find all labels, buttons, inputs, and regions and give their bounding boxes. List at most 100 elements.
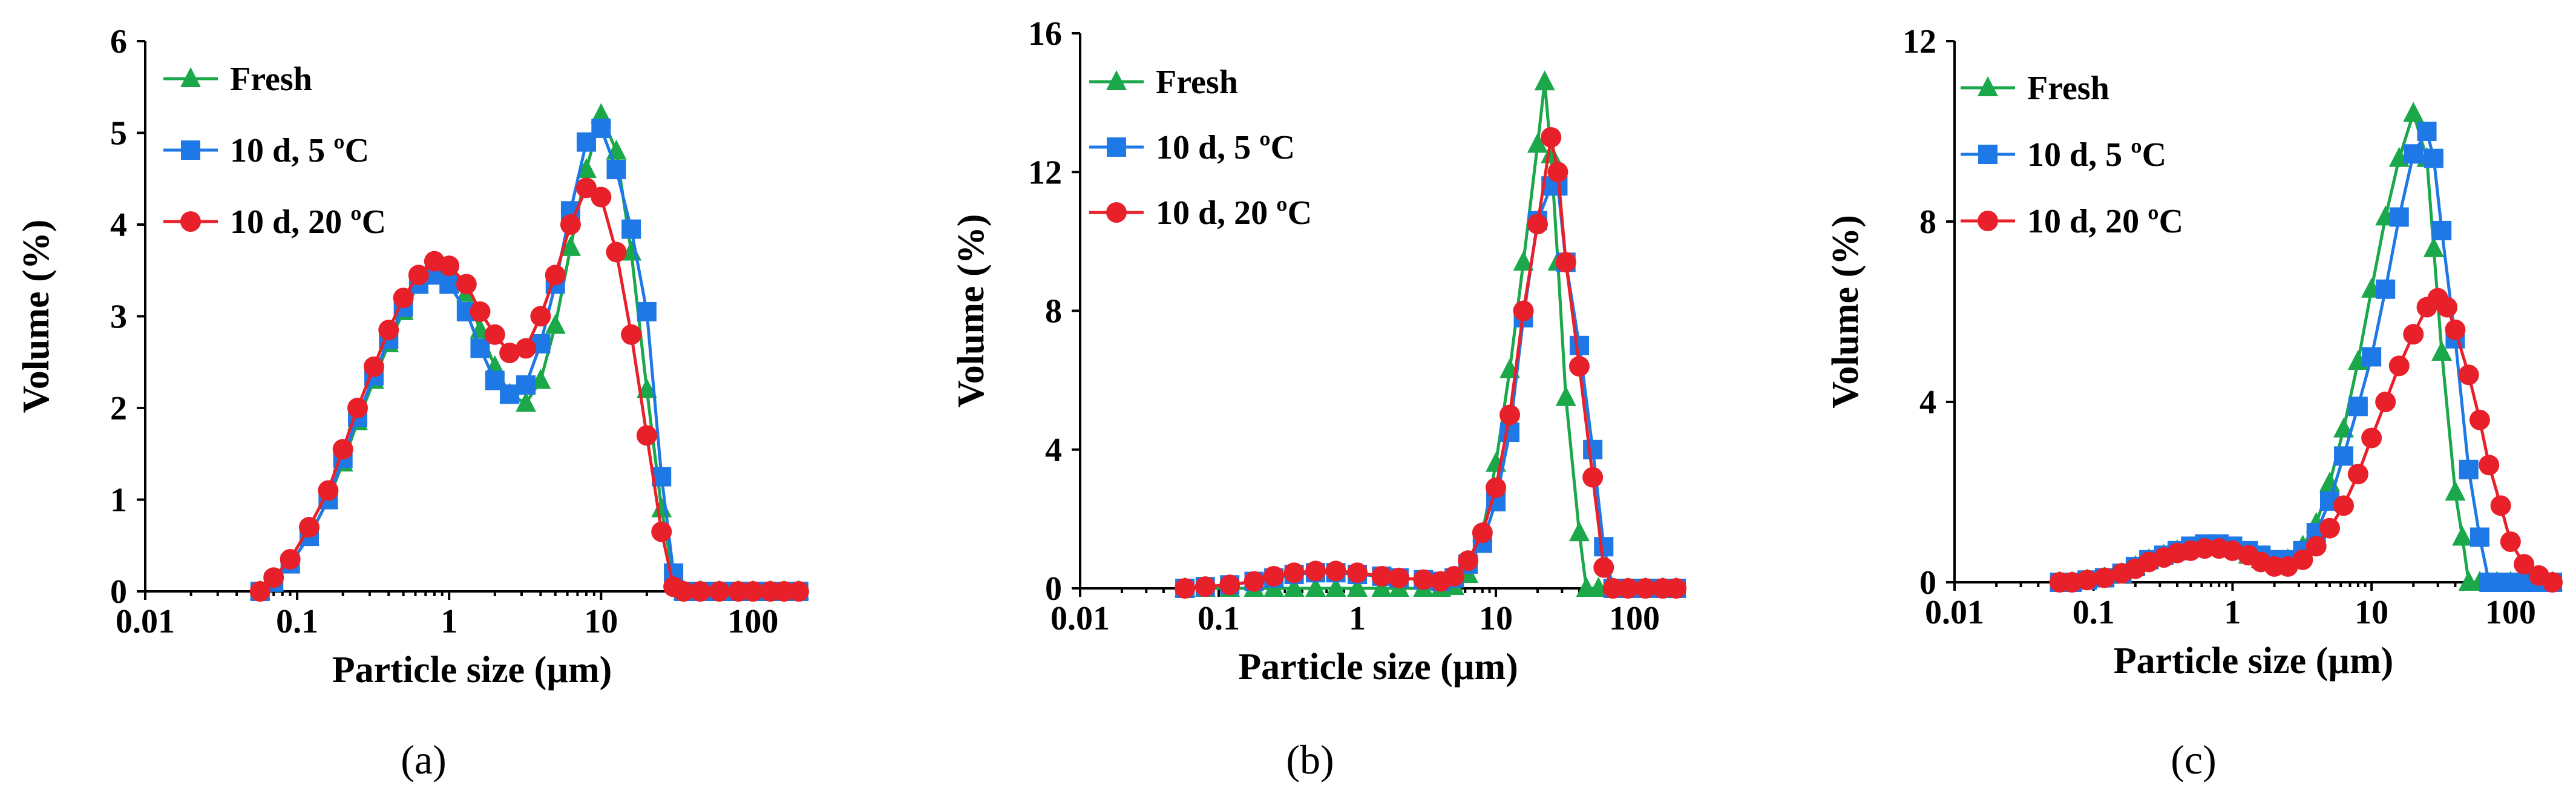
legend-label: Fresh	[230, 61, 312, 98]
data-point	[2094, 567, 2115, 588]
data-point	[530, 306, 551, 327]
data-point	[606, 160, 626, 180]
data-point	[1555, 386, 1576, 406]
data-point	[709, 581, 730, 602]
x-tick-label: 0.1	[1198, 600, 1240, 637]
y-tick-label: 8	[1045, 293, 1062, 330]
data-point	[298, 516, 320, 537]
data-point	[2388, 355, 2410, 376]
legend-label: Fresh	[1156, 64, 1238, 101]
data-point	[545, 314, 566, 334]
data-point	[636, 425, 657, 446]
data-point	[2194, 538, 2215, 559]
data-point	[1325, 577, 1346, 597]
data-point	[2403, 102, 2424, 122]
data-point	[788, 581, 809, 602]
data-point	[1513, 300, 1534, 321]
data-point	[2362, 347, 2382, 367]
y-tick-label: 2	[110, 390, 127, 427]
data-point	[2432, 220, 2452, 240]
x-tick-label: 1	[441, 603, 457, 640]
x-tick-label: 100	[1609, 600, 1660, 637]
y-tick-label: 4	[1045, 432, 1062, 469]
x-axis-title: Particle size (µm)	[1238, 646, 1518, 688]
data-point	[2319, 518, 2340, 539]
legend: Fresh 10 d, 5 ºC 10 d, 20 ºC	[163, 61, 386, 241]
x-tick-label: 1	[2224, 594, 2241, 631]
data-point	[516, 392, 537, 412]
data-point	[1547, 162, 1568, 183]
data-point	[2062, 572, 2083, 593]
data-point	[2333, 495, 2355, 516]
data-point	[690, 581, 711, 602]
data-point	[606, 242, 627, 263]
data-point	[470, 338, 490, 358]
data-point	[1568, 521, 1590, 542]
y-tick-label: 8	[1919, 203, 1936, 241]
data-point	[1569, 335, 1589, 355]
y-tick-label: 4	[1919, 384, 1936, 421]
x-tick-label: 10	[584, 603, 618, 640]
data-point	[1583, 439, 1603, 459]
data-point	[1195, 576, 1216, 597]
series-2	[2050, 122, 2562, 592]
data-point	[1305, 560, 1326, 582]
data-point	[1486, 477, 1507, 498]
data-point	[2077, 570, 2098, 591]
data-point	[1305, 577, 1326, 597]
data-point	[591, 186, 612, 208]
data-point	[516, 375, 536, 395]
data-point	[1541, 127, 1562, 148]
series-line	[1184, 184, 1676, 590]
data-point	[651, 497, 672, 518]
data-point	[575, 158, 597, 179]
data-point	[1325, 560, 1346, 582]
data-point	[2469, 527, 2489, 547]
data-point	[773, 581, 795, 602]
data-point	[1347, 562, 1368, 583]
data-point	[651, 521, 672, 542]
data-point	[2459, 459, 2479, 479]
data-point	[2348, 396, 2368, 416]
data-point	[1594, 537, 1614, 557]
data-point	[484, 324, 505, 345]
y-tick-label: 3	[110, 298, 127, 336]
x-tick-label: 0.1	[276, 603, 318, 640]
data-point	[2423, 237, 2444, 257]
data-point	[1582, 467, 1604, 488]
data-point	[1347, 577, 1368, 597]
legend-label: 10 d, 5 ºC	[230, 132, 369, 169]
data-point	[1527, 133, 1548, 153]
x-tick-label: 0.01	[1050, 600, 1110, 637]
data-point	[2404, 144, 2424, 164]
series-2	[1175, 176, 1686, 598]
data-point	[470, 301, 491, 322]
legend-label: 10 d, 20 ºC	[230, 203, 386, 241]
data-point	[621, 219, 641, 239]
data-point	[2361, 427, 2382, 449]
legend-marker	[180, 211, 201, 232]
series-3	[249, 177, 809, 602]
data-point	[2542, 572, 2563, 593]
data-point	[1472, 522, 1493, 544]
data-point	[742, 581, 764, 602]
data-point	[2417, 122, 2437, 141]
data-point	[2389, 207, 2409, 227]
series-line	[2059, 127, 2552, 584]
data-point	[1527, 214, 1548, 235]
data-point	[1444, 565, 1465, 587]
data-point	[575, 177, 597, 199]
data-point	[332, 439, 353, 460]
y-tick-label: 5	[110, 115, 127, 153]
y-tick-label: 0	[1919, 564, 1936, 602]
panel-label: (a)	[401, 737, 446, 783]
y-axis-title: Volume (%)	[951, 214, 992, 408]
data-point	[2222, 540, 2243, 561]
series-line	[2059, 108, 2552, 584]
chart-panel-1: 0 1 2 3 4 5 6 0.01 0.1 1 10 100 Particle size (µm) Vo…	[16, 23, 809, 783]
data-point	[1499, 404, 1521, 426]
legend-label: Fresh	[2027, 70, 2109, 107]
data-point	[249, 581, 270, 602]
